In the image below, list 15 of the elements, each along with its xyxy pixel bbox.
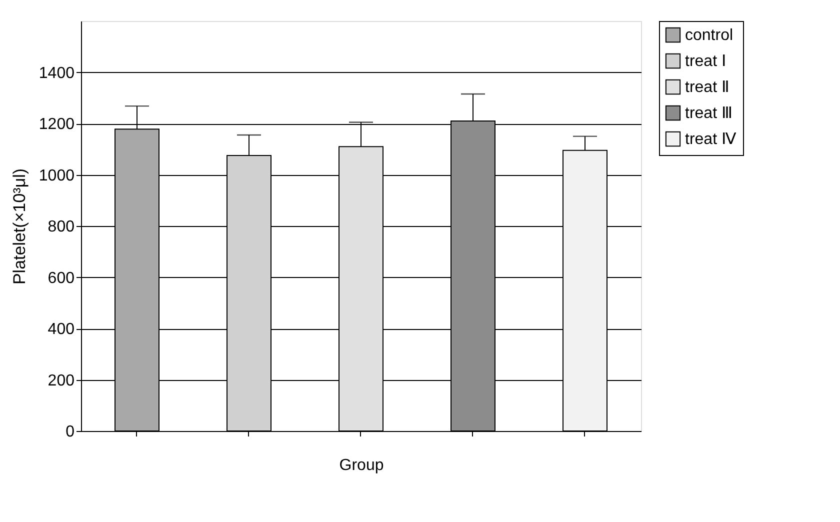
y-tick-label: 800 (48, 218, 75, 236)
legend-label: treat Ⅰ (685, 53, 726, 70)
y-tick-label: 200 (48, 372, 75, 390)
legend-label: control (685, 27, 734, 44)
y-tick-label: 1000 (38, 167, 75, 184)
y-tick-label: 1200 (38, 116, 75, 133)
legend-label: treat Ⅱ (685, 79, 730, 96)
legend-label: treat Ⅲ (685, 105, 732, 122)
x-axis-title: Group (339, 457, 384, 474)
y-tick-label: 1400 (38, 64, 75, 82)
y-tick-label: 400 (48, 321, 75, 338)
legend-label: treat Ⅳ (685, 131, 736, 148)
y-axis-title: Platelet(×10³μl) (10, 168, 29, 285)
y-tick-label: 0 (66, 424, 75, 440)
y-tick-label: 600 (48, 270, 75, 287)
